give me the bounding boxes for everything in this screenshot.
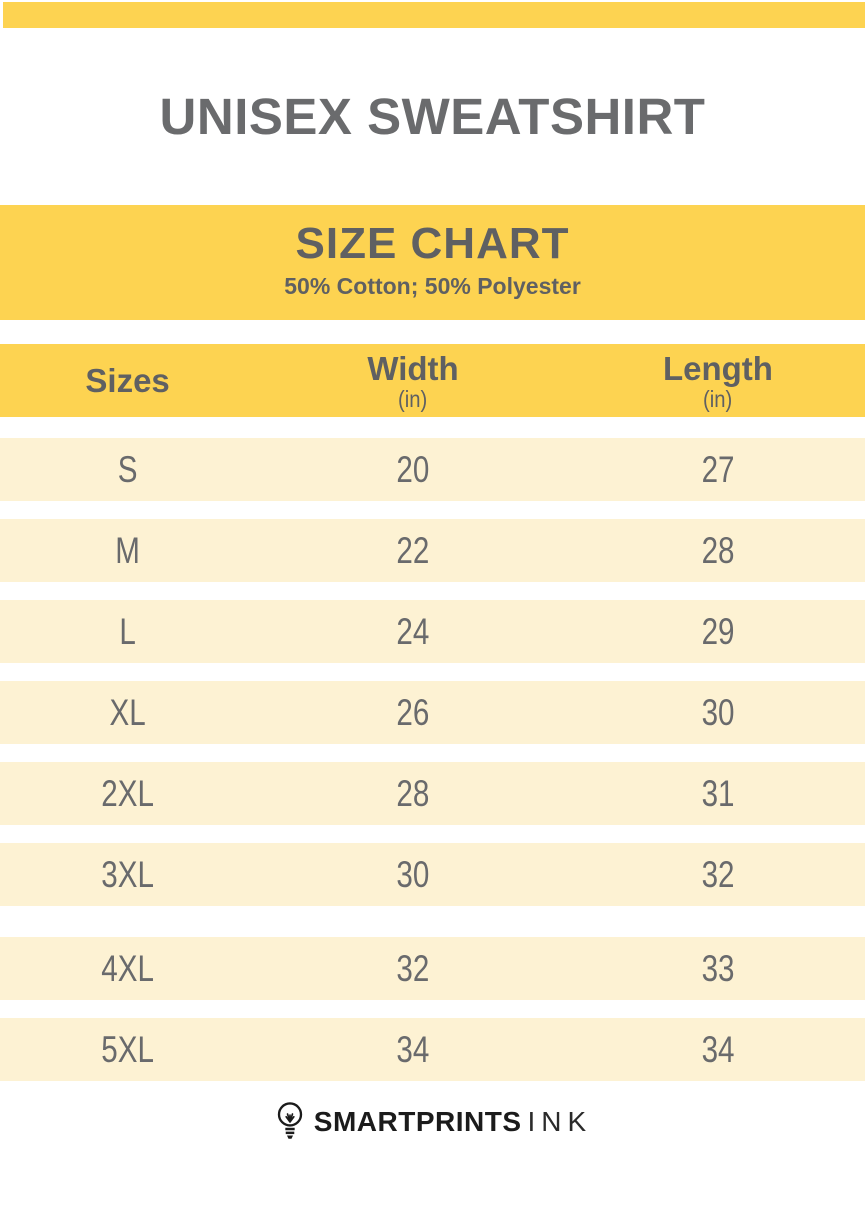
- brand-name-light: INK: [527, 1106, 593, 1137]
- length-cell: 32: [701, 853, 735, 895]
- column-header-unit: (in): [703, 385, 733, 412]
- table-row: S 20 27: [0, 438, 865, 501]
- banner-heading: SIZE CHART: [295, 219, 570, 268]
- size-cell: 5XL: [101, 1028, 154, 1070]
- table-header-row: Sizes Width (in) Length (in): [0, 344, 865, 417]
- size-cell: 2XL: [101, 772, 154, 814]
- column-header-label: Width: [367, 349, 459, 387]
- column-header-length: Length (in): [571, 344, 865, 417]
- table-row: L 24 29: [0, 600, 865, 663]
- width-cell: 28: [396, 772, 430, 814]
- size-cell: XL: [109, 691, 146, 733]
- length-cell: 33: [701, 947, 735, 989]
- table-row: 2XL 28 31: [0, 762, 865, 825]
- width-cell: 30: [396, 853, 430, 895]
- banner-subheading: 50% Cotton; 50% Polyester: [284, 273, 581, 299]
- size-cell: 3XL: [101, 853, 154, 895]
- column-header-label: Length: [662, 349, 773, 387]
- top-accent-bar: [3, 2, 865, 28]
- length-cell: 29: [701, 610, 735, 652]
- size-cell: 4XL: [101, 947, 154, 989]
- size-cell: L: [119, 610, 136, 652]
- brand-name-bold: SMARTPRINTS: [313, 1106, 522, 1137]
- size-chart-banner: SIZE CHART 50% Cotton; 50% Polyester: [0, 205, 865, 320]
- page-title: UNISEX SWEATSHIRT: [159, 88, 706, 145]
- column-header-width: Width (in): [255, 344, 571, 417]
- width-cell: 24: [396, 610, 430, 652]
- brand-footer: SMARTPRINTS INK: [0, 1098, 865, 1146]
- width-cell: 26: [396, 691, 430, 733]
- table-row: 5XL 34 34: [0, 1018, 865, 1081]
- table-row: 4XL 32 33: [0, 937, 865, 1000]
- length-cell: 31: [701, 772, 735, 814]
- length-cell: 28: [701, 529, 735, 571]
- column-header-label: Sizes: [85, 362, 170, 399]
- width-cell: 34: [396, 1028, 430, 1070]
- length-cell: 27: [701, 448, 735, 490]
- column-header-sizes: Sizes: [0, 344, 255, 417]
- width-cell: 22: [396, 529, 430, 571]
- table-row: 3XL 30 32: [0, 843, 865, 906]
- table-row: M 22 28: [0, 519, 865, 582]
- size-cell: M: [115, 529, 140, 571]
- width-cell: 32: [396, 947, 430, 989]
- size-cell: S: [117, 448, 138, 490]
- lightbulb-icon: [277, 1102, 302, 1139]
- length-cell: 30: [701, 691, 735, 733]
- length-cell: 34: [701, 1028, 735, 1070]
- width-cell: 20: [396, 448, 430, 490]
- column-header-unit: (in): [398, 385, 428, 412]
- table-row: XL 26 30: [0, 681, 865, 744]
